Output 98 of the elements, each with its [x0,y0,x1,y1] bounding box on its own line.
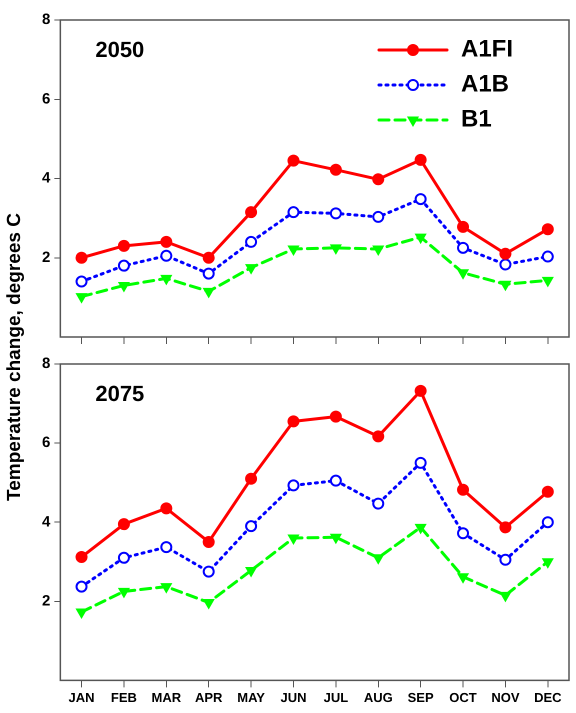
point [457,220,470,233]
point [118,552,130,564]
y-tick-label: 8 [42,11,50,28]
point [457,484,470,496]
point [457,242,470,254]
point [202,536,215,548]
point [414,384,427,397]
point [330,207,342,220]
point [457,527,470,540]
point [76,551,88,564]
point [542,516,554,528]
point [76,293,87,303]
x-tick-label: AUG [364,690,393,705]
point [372,246,384,256]
point [542,250,554,263]
y-tick-label: 2 [42,248,50,266]
point [118,260,130,272]
point [372,173,384,186]
point [287,206,300,218]
y-axis-title: Temperature change, degrees C [4,212,26,500]
point [160,236,172,248]
point [330,164,342,176]
point [246,566,256,576]
point [330,474,342,487]
x-tick-label: OCT [449,690,477,705]
point [288,246,299,256]
point [542,486,554,498]
point [202,268,215,280]
x-tick-label: JUN [280,690,306,705]
point [542,558,554,568]
point [76,252,88,264]
x-tick-label: NOV [491,690,520,705]
point [245,472,258,485]
y-tick-label: 4 [42,513,51,530]
point [500,280,511,290]
point [202,252,215,264]
point [160,541,172,554]
point [372,430,384,442]
point [203,598,214,608]
x-tick-label: FEB [110,690,137,705]
point [160,502,172,514]
x-tick-label: JAN [68,690,95,705]
x-tick-label: MAR [152,690,182,705]
x-tick-label: APR [194,690,224,705]
point [288,534,299,544]
point [76,608,87,618]
point [330,410,342,423]
point [118,588,130,598]
point [414,193,427,206]
y-tick-label: 6 [42,434,50,452]
point [415,234,426,244]
point [499,248,512,260]
point [287,154,300,167]
point [118,240,130,252]
point [202,566,215,578]
point [118,282,130,292]
x-tick-label: SEP [408,690,434,705]
y-tick-label: 4 [42,170,51,187]
y-tick-label: 8 [42,355,50,372]
point [500,592,511,602]
text: 2050 [95,37,144,62]
point [330,244,342,254]
point [76,276,88,288]
point [160,274,172,284]
x-tick-label: JUL [324,690,348,705]
point [118,518,130,530]
legend-label: A1FI [461,36,514,63]
point [414,154,427,166]
point [499,521,512,534]
point [160,250,172,262]
point [414,456,427,469]
point [245,520,258,532]
point [542,276,554,286]
point [458,573,468,583]
point [160,583,172,593]
point [203,288,214,298]
y-tick-label: 2 [42,592,50,610]
y-tick-label: 6 [42,90,50,108]
text: 2075 [95,381,144,406]
point [76,580,88,593]
point [245,206,258,218]
point [372,498,384,510]
point [287,479,300,492]
x-tick-label: DEC [534,690,562,705]
legend-label: A1B [461,70,510,98]
point [245,236,258,248]
point [499,554,512,566]
point [372,210,384,223]
point [287,415,300,428]
legend-label: B1 [461,106,492,133]
point [330,534,342,544]
point [246,264,256,274]
point [372,554,384,564]
point [415,524,426,534]
x-tick-label: MAY [237,690,266,705]
point [542,223,554,236]
point [499,258,512,270]
point [458,269,468,279]
